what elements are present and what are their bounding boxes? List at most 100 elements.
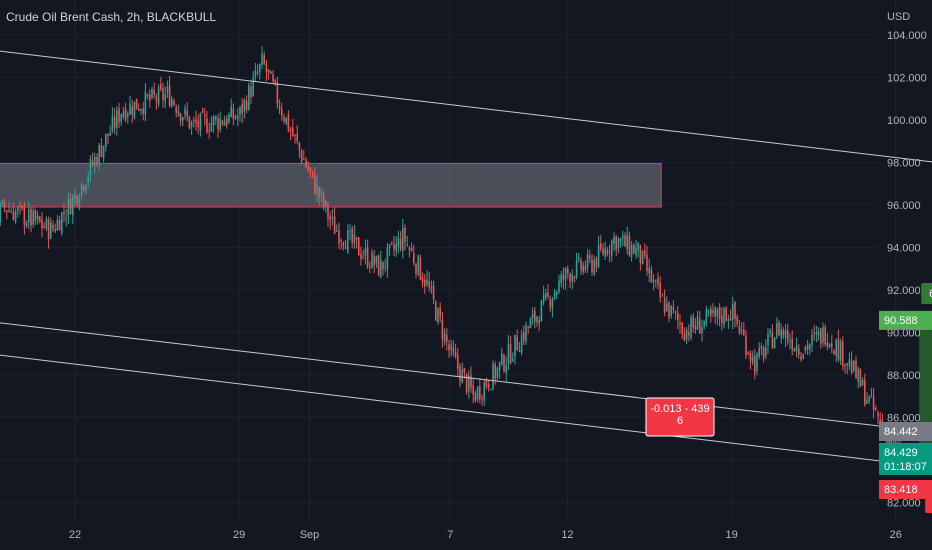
candle-body — [648, 267, 650, 274]
candle-body — [670, 305, 672, 316]
candle-body — [342, 242, 345, 246]
candle-body — [776, 323, 778, 337]
candle-body — [349, 230, 351, 232]
candle-body — [811, 334, 813, 345]
candle-body — [529, 319, 532, 329]
candle-body — [355, 237, 358, 240]
candle-body — [111, 116, 114, 131]
candle-body — [507, 343, 510, 364]
candle-body — [582, 265, 584, 273]
resistance-zone-layer[interactable] — [0, 163, 662, 208]
candle-body — [690, 317, 692, 339]
candle-body — [498, 362, 501, 371]
candle-body — [468, 375, 470, 392]
candle-body — [309, 167, 312, 172]
position-center-label-bg — [645, 397, 715, 437]
candle-body — [283, 117, 285, 122]
candle-body — [67, 197, 70, 216]
candle-body — [243, 99, 246, 112]
candle-body — [505, 365, 507, 373]
time-tick-label: 29 — [233, 529, 245, 541]
candle-body — [87, 176, 89, 184]
candle-body — [182, 117, 184, 121]
candle-body — [406, 244, 408, 246]
candle-body — [272, 74, 274, 82]
candle-body — [122, 111, 125, 117]
candle-body — [564, 268, 567, 281]
candle-body — [608, 251, 611, 253]
candle-body — [237, 115, 239, 119]
candle-body — [844, 364, 846, 366]
candle-body — [58, 219, 61, 231]
candle-body — [855, 360, 857, 379]
candle-body — [864, 379, 866, 405]
candle-body — [294, 134, 296, 136]
candle-body — [435, 301, 437, 321]
candle-body — [399, 238, 402, 249]
high-price-tag-bg — [879, 422, 932, 441]
candle-body — [683, 333, 686, 341]
candle-body — [784, 330, 787, 338]
candle-body — [388, 244, 391, 248]
candle-body — [102, 145, 105, 159]
candle-body — [725, 308, 727, 322]
candle-body — [69, 199, 72, 215]
candle-body — [248, 85, 250, 110]
channel-lines[interactable] — [0, 35, 932, 511]
candle-body — [512, 358, 514, 362]
candle-body — [439, 307, 441, 318]
candle-body — [278, 106, 281, 110]
candle-body — [597, 245, 600, 267]
candle-body — [254, 70, 257, 78]
candle-body — [184, 108, 186, 115]
channel-line-upper — [0, 50, 932, 163]
candle-body — [751, 355, 754, 364]
time-axis[interactable]: 2229Sep7121926Oct10 — [69, 529, 932, 541]
candle-body — [523, 331, 525, 341]
candle-body — [270, 71, 272, 74]
time-tick-label: 22 — [69, 529, 81, 541]
candle-body — [534, 310, 536, 322]
candle-body — [195, 119, 197, 124]
candle-body — [804, 346, 807, 352]
candle-body — [212, 116, 215, 125]
candle-body — [542, 294, 545, 302]
candle-body — [432, 285, 435, 300]
candle-body — [866, 400, 868, 404]
candle-body — [408, 247, 411, 250]
candle-body — [580, 259, 582, 270]
candle-body — [252, 77, 254, 96]
candle-body — [265, 64, 268, 73]
current-price-tag: 84.429 01:18:07 — [879, 443, 932, 475]
candle-body — [822, 327, 824, 343]
candle-body — [879, 418, 881, 423]
candle-body — [3, 202, 6, 208]
candle-body — [65, 216, 67, 218]
candle-body — [780, 329, 782, 338]
candle-body — [485, 379, 488, 387]
candle-body — [142, 108, 144, 114]
candle-body — [850, 360, 853, 373]
price-axis[interactable]: 104.000 102.000 100.000 98.000 96.000 94.000 9… — [879, 30, 932, 509]
candle-body — [221, 121, 224, 125]
candle-body — [613, 237, 615, 244]
candle-body — [820, 328, 822, 344]
candle-body — [391, 242, 393, 244]
candle-body — [397, 238, 400, 246]
candle-body — [677, 313, 679, 321]
candle-body — [120, 114, 122, 122]
channel-line-lower — [0, 354, 932, 468]
candle-body — [311, 171, 314, 173]
candle-body — [421, 277, 424, 283]
candle-body — [831, 343, 833, 348]
candle-body — [705, 309, 708, 323]
candle-body — [824, 327, 826, 345]
candle-body — [210, 122, 213, 132]
candle-body — [633, 245, 635, 254]
candle-body — [778, 322, 780, 336]
candle-body — [157, 87, 160, 105]
candle-body — [571, 274, 573, 282]
candle-body — [476, 387, 479, 400]
